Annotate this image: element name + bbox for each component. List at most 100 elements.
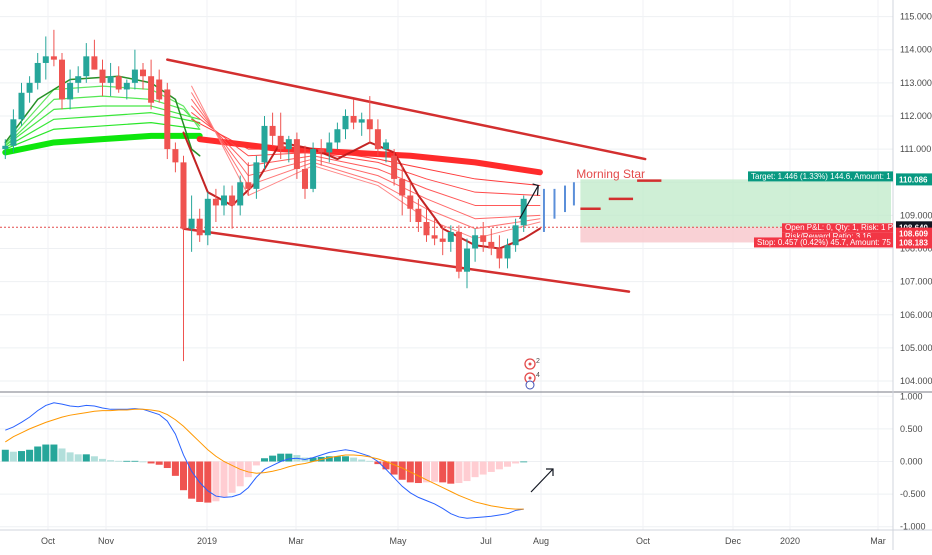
- morning-star-label: Morning Star: [576, 167, 645, 181]
- macd-histogram-bar: [107, 460, 115, 462]
- moving-average-line: [191, 118, 541, 187]
- price-axis[interactable]: 115.000 114.000 113.000 112.000 111.000 110.0…: [896, 12, 932, 532]
- macd-tick-label: 0.000: [900, 457, 923, 467]
- price-tag: 108.609: [899, 230, 928, 239]
- risk-reward-label: Risk/Reward Ratio: 3.16: [785, 232, 872, 241]
- candle-body: [310, 149, 317, 189]
- macd-histogram-bar: [139, 461, 147, 463]
- price-tag: 108.183: [899, 238, 928, 247]
- macd-histogram-bar: [447, 461, 455, 484]
- candle-body: [42, 56, 49, 63]
- moving-average-line: [191, 98, 541, 220]
- candle-body: [221, 195, 227, 206]
- candle-body: [447, 231, 454, 242]
- macd-histogram-bar: [333, 456, 341, 462]
- candle-body: [67, 82, 74, 100]
- trend-channel[interactable]: [166, 58, 647, 293]
- candle-body: [123, 82, 130, 90]
- macd-histogram-bar: [269, 455, 277, 462]
- macd-histogram-bar: [487, 461, 495, 472]
- macd-histogram-bar: [414, 461, 422, 484]
- macd-histogram-bar: [495, 461, 503, 470]
- price-tick-label: 105.000: [900, 343, 932, 353]
- target-label: Target: 1.446 (1.33%) 144.6, Amount: 1: [751, 172, 891, 181]
- stop-label-bg: [754, 237, 893, 248]
- macd-histogram-bar: [431, 461, 439, 482]
- macd-histogram-bar: [163, 461, 171, 469]
- candle-body: [358, 119, 365, 123]
- candle-body: [464, 248, 470, 272]
- candle-body: [285, 139, 292, 150]
- candle-body: [342, 115, 349, 130]
- macd-tick-label: -1.000: [900, 522, 926, 532]
- time-tick-label: Mar: [870, 536, 886, 546]
- macd-histogram-bar: [26, 449, 34, 462]
- candle-body: [407, 195, 414, 209]
- candle-body: [431, 235, 438, 239]
- moving-average-line: [2, 132, 203, 156]
- price-tick-label: 113.000: [900, 78, 932, 88]
- candle-body: [480, 235, 487, 242]
- candle-body: [455, 231, 462, 272]
- candle-body: [172, 149, 179, 163]
- trend-line-lower[interactable]: [182, 227, 631, 293]
- macd-histogram-bar: [512, 461, 520, 464]
- candle-body: [391, 155, 398, 179]
- macd-histogram-bar: [171, 461, 179, 476]
- candle-body: [293, 139, 300, 169]
- candle-body: [18, 92, 25, 120]
- candle-body: [26, 82, 33, 93]
- macd-histogram-bar: [34, 446, 42, 462]
- candle-body: [350, 115, 357, 123]
- price-tick-label: 114.000: [900, 45, 932, 55]
- macd-histogram-bar: [382, 461, 390, 470]
- macd-histogram-bar: [188, 461, 196, 499]
- macd-histogram-bar: [479, 461, 487, 475]
- macd-indicator: [1, 402, 554, 519]
- flag-marker[interactable]: [525, 380, 535, 390]
- candle-body: [496, 248, 503, 259]
- candle-body: [34, 62, 41, 83]
- macd-line: [5, 402, 524, 519]
- macd-histogram-bar: [423, 461, 430, 483]
- open-pnl-label-bg: [782, 223, 893, 233]
- candle-body: [488, 241, 495, 249]
- macd-histogram-bar: [390, 461, 398, 475]
- long-position-tool[interactable]: Target: 1.446 (1.33%) 144.6, Amount: 1 Op…: [0, 171, 906, 248]
- candle-body: [164, 89, 171, 150]
- guppy-multiple-moving-averages: [2, 75, 543, 250]
- macd-histogram-bar: [90, 456, 98, 462]
- macd-histogram-bar: [58, 448, 66, 462]
- macd-histogram-bar: [277, 453, 285, 462]
- candle-body: [196, 218, 203, 236]
- candle-body: [302, 168, 308, 189]
- candle-body: [115, 76, 122, 90]
- event-marker-count: 2: [536, 358, 540, 365]
- macd-histogram-bar: [180, 461, 187, 491]
- time-tick-label: Mar: [288, 536, 304, 546]
- candle-body: [245, 182, 252, 189]
- macd-histogram-bar: [212, 461, 220, 502]
- profit-zone[interactable]: [580, 179, 891, 228]
- candle-body: [261, 125, 268, 163]
- macd-histogram-bar: [471, 461, 479, 478]
- candle-body: [75, 76, 82, 83]
- macd-histogram-bar: [220, 461, 228, 498]
- time-tick-label: Oct: [636, 536, 651, 546]
- candle-body: [237, 182, 244, 206]
- candle-body: [2, 145, 9, 150]
- macd-histogram-bar: [309, 457, 317, 462]
- trend-line-upper[interactable]: [166, 58, 647, 161]
- price-tag: 110.086: [899, 175, 928, 184]
- macd-histogram-bar: [463, 461, 471, 482]
- macd-histogram-bar: [244, 461, 252, 478]
- arrow-line: [519, 185, 539, 219]
- event-marker-dot: [528, 362, 532, 366]
- time-axis[interactable]: Oct Nov 2019 Mar May Jul Aug Oct Dec 2020 Mar: [41, 536, 886, 546]
- macd-histogram-bar: [123, 460, 131, 462]
- macd-histogram-bar: [66, 452, 74, 462]
- candle-body: [50, 56, 57, 60]
